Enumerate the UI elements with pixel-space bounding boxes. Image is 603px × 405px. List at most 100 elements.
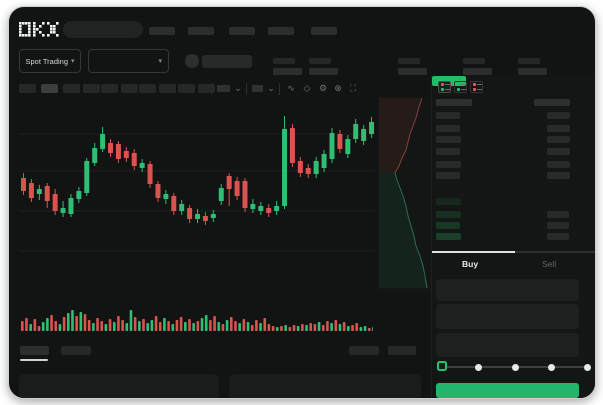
candle <box>115 144 121 159</box>
bottom-right-item-skeleton[interactable] <box>388 346 416 355</box>
ask-price-skeleton[interactable] <box>436 136 461 143</box>
candle <box>274 206 280 211</box>
stat-value-skeleton <box>398 68 427 75</box>
bid-price-skeleton[interactable] <box>436 211 461 218</box>
volume-bar <box>179 317 183 331</box>
timeframe-button[interactable] <box>19 84 36 93</box>
slider-stop[interactable] <box>547 363 555 371</box>
timeframe-button[interactable] <box>101 84 118 93</box>
draw-icon[interactable]: ◇ <box>303 83 311 93</box>
candle <box>297 161 303 173</box>
ask-price-skeleton[interactable] <box>436 125 460 132</box>
slider-stop[interactable] <box>511 363 519 371</box>
volume-bar <box>108 319 112 331</box>
candle <box>345 139 351 154</box>
bid-price-skeleton[interactable] <box>436 198 461 205</box>
volume-bar <box>271 326 275 331</box>
search-input[interactable] <box>63 21 143 38</box>
chevron-down-icon[interactable]: ⌄ <box>267 83 275 93</box>
icon-square <box>441 88 444 91</box>
volume-bar <box>133 317 137 331</box>
stat-label-skeleton <box>273 58 295 64</box>
candle <box>179 204 185 211</box>
settings-icon[interactable]: ⊗ <box>334 83 342 93</box>
slider-handle[interactable] <box>437 361 447 371</box>
timeframe-button[interactable] <box>178 84 195 93</box>
view-combined-book-icon[interactable] <box>438 81 451 93</box>
bottom-tab-skeleton[interactable] <box>20 346 49 355</box>
orders-panel-skeleton <box>19 374 219 398</box>
timeframe-button[interactable] <box>83 84 100 93</box>
line-tool-icon[interactable]: ∿ <box>287 83 295 93</box>
volume-bar <box>21 321 24 331</box>
volume-bar <box>296 326 300 331</box>
volume-bar <box>221 324 225 331</box>
candle <box>123 151 129 158</box>
timeframe-button[interactable] <box>63 84 80 93</box>
candle <box>131 153 137 166</box>
okx-logo[interactable] <box>19 22 61 37</box>
fullscreen-icon[interactable]: ⛶ <box>349 83 357 93</box>
volume-bar <box>217 322 221 331</box>
style-dropdown[interactable] <box>252 85 263 92</box>
volume-bar <box>50 315 53 331</box>
tab-buy[interactable]: Buy <box>462 259 479 269</box>
order-input-field[interactable] <box>436 304 579 329</box>
ask-price-skeleton[interactable] <box>436 148 460 155</box>
nav-item-skeleton[interactable] <box>311 27 337 35</box>
timeframe-button[interactable] <box>121 84 138 93</box>
bottom-right-item-skeleton[interactable] <box>349 346 379 355</box>
ask-price-skeleton[interactable] <box>436 161 461 168</box>
timeframe-button[interactable] <box>159 84 176 93</box>
nav-item-skeleton[interactable] <box>229 27 255 35</box>
pair-selector[interactable]: ▾ <box>88 49 169 73</box>
bid-amount-skeleton <box>547 222 569 229</box>
ob-header-price <box>436 99 472 106</box>
ask-price-skeleton[interactable] <box>436 112 460 119</box>
volume-bar <box>238 323 241 331</box>
volume-bar <box>200 318 204 331</box>
nav-item-skeleton[interactable] <box>188 27 214 35</box>
bottom-tab-skeleton[interactable] <box>61 346 91 355</box>
candle <box>60 208 66 213</box>
volume-bar <box>146 323 149 331</box>
volume-bar <box>167 321 170 331</box>
buy-tab-indicator <box>432 251 515 253</box>
chevron-down-icon[interactable]: ⌄ <box>234 83 242 93</box>
volume-bar <box>326 321 329 331</box>
volume-bar <box>225 320 229 331</box>
view-asks-only-icon[interactable] <box>470 81 483 93</box>
order-input-field[interactable] <box>436 279 579 301</box>
icon-square <box>441 83 444 86</box>
bid-price-skeleton[interactable] <box>436 233 461 240</box>
timeframe-button[interactable] <box>198 84 215 93</box>
tab-sell[interactable]: Sell <box>542 259 557 269</box>
slider-stop[interactable] <box>584 363 591 371</box>
camera-icon[interactable]: ⚙ <box>318 83 328 93</box>
icon-square <box>457 88 460 91</box>
order-input-field[interactable] <box>436 333 579 357</box>
candle <box>218 188 224 201</box>
timeframe-button[interactable] <box>139 84 156 93</box>
market-type-selector[interactable]: Spot Trading ▾ <box>19 49 81 73</box>
orderbook-trade-panel: Buy Sell <box>431 76 595 398</box>
ask-price-skeleton[interactable] <box>436 172 460 179</box>
indicator-dropdown[interactable] <box>217 85 230 92</box>
timeframe-button[interactable] <box>41 84 58 93</box>
nav-item-skeleton[interactable] <box>149 27 175 35</box>
volume-bar <box>87 320 91 331</box>
candlestick-chart[interactable] <box>19 101 375 297</box>
icon-row <box>457 88 466 91</box>
buy-submit-button[interactable] <box>436 383 579 398</box>
slider-stop[interactable] <box>475 363 483 371</box>
volume-bar <box>309 323 313 331</box>
nav-item-skeleton[interactable] <box>268 27 294 35</box>
ask-amount-skeleton <box>547 161 570 168</box>
volume-bar <box>184 322 187 331</box>
bid-price-skeleton[interactable] <box>436 222 460 229</box>
candle <box>250 204 256 209</box>
candle <box>171 196 177 211</box>
view-bids-only-icon[interactable] <box>454 81 467 93</box>
icon-line <box>477 88 482 91</box>
